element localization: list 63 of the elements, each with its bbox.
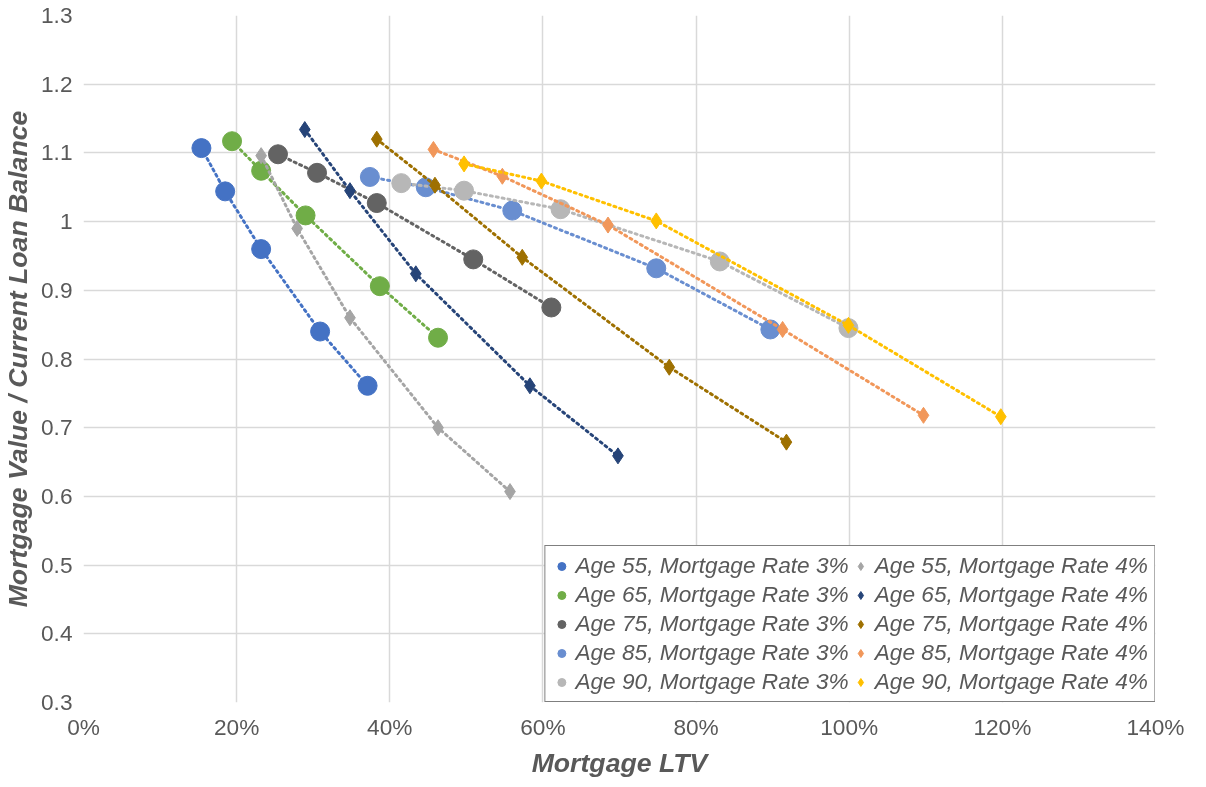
y-tick-label: 0.5 (41, 551, 73, 578)
y-tick-label: 1.2 (41, 70, 73, 97)
point (663, 358, 676, 376)
point (516, 248, 529, 266)
x-axis-title: Mortgage LTV (531, 747, 710, 778)
point (994, 408, 1007, 426)
point (428, 327, 449, 348)
point (776, 320, 789, 338)
point (307, 162, 328, 183)
x-tick-label: 140% (1126, 713, 1185, 740)
legend-label: Age 65, Mortgage Rate 3% (575, 581, 849, 608)
point (267, 144, 288, 165)
point (780, 433, 793, 451)
y-tick-label: 0.4 (41, 620, 73, 647)
point (409, 265, 422, 283)
point (646, 258, 667, 279)
x-tick-label: 40% (367, 713, 413, 740)
x-tick-label: 120% (973, 713, 1032, 740)
point (917, 406, 930, 424)
legend-label: Age 85, Mortgage Rate 4% (874, 639, 1148, 666)
point (541, 297, 562, 318)
point (535, 172, 548, 190)
legend-label: Age 55, Mortgage Rate 4% (874, 552, 1148, 579)
point (251, 239, 272, 260)
legend-label: Age 65, Mortgage Rate 4% (874, 581, 1148, 608)
point (357, 375, 378, 396)
y-tick-label: 1 (59, 208, 73, 235)
point (842, 316, 855, 334)
point (502, 200, 523, 221)
x-tick-label: 0% (67, 713, 100, 740)
x-tick-label: 20% (213, 713, 260, 740)
y-axis-title: Mortgage Value / Current Loan Balance (3, 110, 33, 608)
legend-label: Age 75, Mortgage Rate 3% (575, 610, 849, 637)
point (359, 166, 380, 187)
point (454, 180, 475, 201)
legend-label: Age 90, Mortgage Rate 4% (874, 668, 1148, 695)
y-tick-label: 0.8 (41, 345, 73, 372)
y-tick-label: 0.7 (41, 414, 73, 441)
x-tick-label: 100% (820, 713, 879, 740)
y-tick-label: 1.3 (41, 2, 73, 28)
y-tick-label: 0.9 (41, 276, 73, 303)
legend-label: Age 85, Mortgage Rate 3% (575, 639, 849, 666)
y-tick-label: 0.3 (41, 689, 73, 715)
point (295, 205, 316, 226)
point (191, 138, 212, 159)
point (391, 173, 412, 194)
x-tick-label: 80% (673, 713, 719, 740)
point (215, 181, 236, 202)
point (298, 121, 311, 139)
point (366, 193, 387, 214)
legend-label: Age 90, Mortgage Rate 3% (575, 668, 849, 695)
point (369, 276, 390, 297)
legend-label: Age 55, Mortgage Rate 3% (575, 552, 849, 579)
x-tick-label: 60% (520, 713, 566, 740)
point (427, 140, 440, 158)
point (310, 321, 331, 342)
point (463, 249, 484, 270)
point (370, 130, 383, 148)
point (650, 212, 663, 230)
y-tick-label: 1.1 (41, 139, 73, 166)
point (222, 131, 243, 152)
y-tick-label: 0.6 (41, 482, 73, 509)
legend-label: Age 75, Mortgage Rate 4% (874, 610, 1148, 637)
